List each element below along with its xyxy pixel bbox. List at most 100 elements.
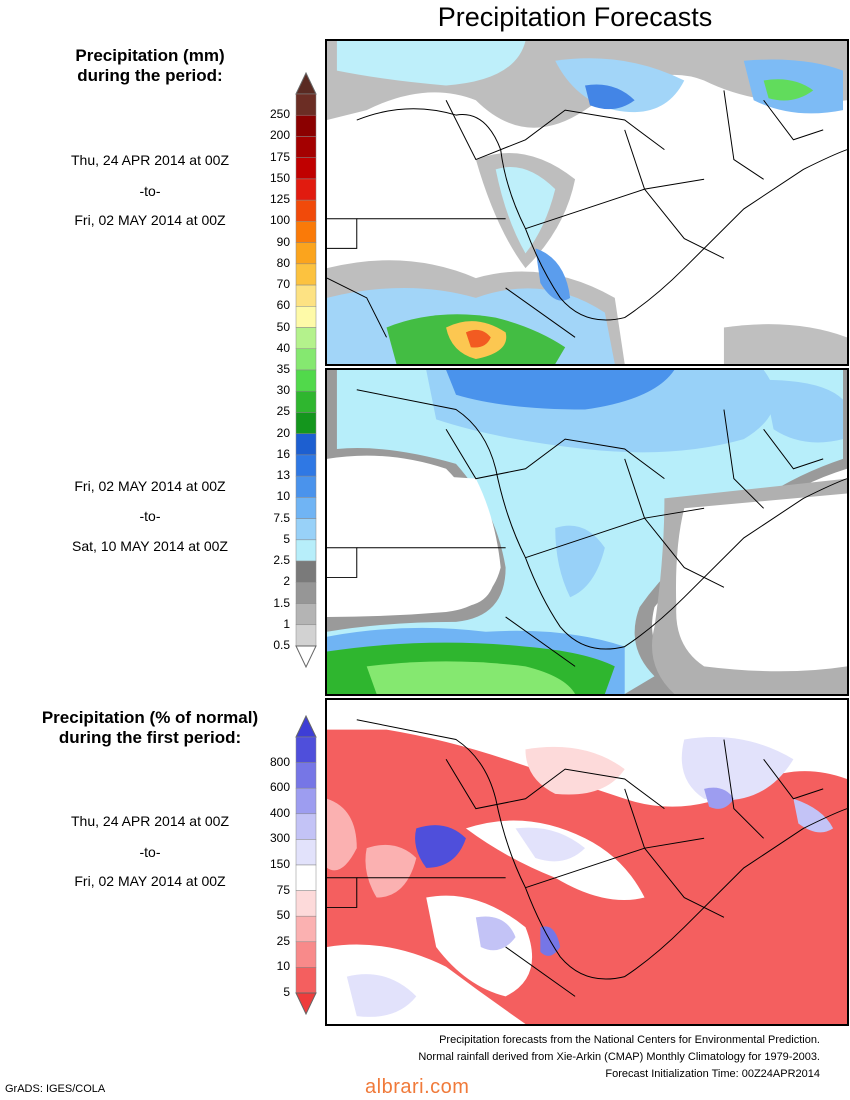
precip-map-period1 bbox=[327, 41, 847, 364]
percent-colorbar-swatch bbox=[295, 864, 317, 891]
precip-colorbar-tick-label: 50 bbox=[276, 319, 290, 334]
precip-colorbar-tick-label: 1.5 bbox=[273, 595, 290, 610]
precip-heading-line1: Precipitation (mm) bbox=[75, 46, 225, 65]
precip-colorbar-tick-label: 250 bbox=[269, 107, 290, 122]
precip-heading: Precipitation (mm) during the period: bbox=[0, 46, 300, 86]
precip-colorbar-graphic bbox=[295, 71, 317, 669]
precip-colorbar-swatch bbox=[295, 624, 317, 647]
period1-end: Fri, 02 MAY 2014 at 00Z bbox=[74, 212, 226, 228]
percent-colorbar-swatch bbox=[295, 787, 317, 815]
precip-colorbar-swatch bbox=[295, 327, 317, 350]
percent-colorbar-top-arrow bbox=[295, 714, 317, 738]
percent-map bbox=[327, 700, 847, 1024]
precip-colorbar-tick-label: 7.5 bbox=[273, 510, 290, 525]
precip-colorbar-swatch bbox=[295, 178, 317, 201]
percent-colorbar-tick-label: 800 bbox=[269, 754, 290, 769]
precip-colorbar-swatch bbox=[295, 221, 317, 243]
precip-colorbar-swatch bbox=[295, 603, 317, 626]
precip-heading-line2: during the period: bbox=[77, 66, 223, 85]
precip-colorbar-tick-label: 90 bbox=[276, 234, 290, 249]
precip-colorbar-tick-label: 60 bbox=[276, 298, 290, 313]
percent-colorbar-tick-label: 75 bbox=[276, 882, 290, 897]
precip-colorbar-tick-label: 0.5 bbox=[273, 638, 290, 652]
precip-colorbar-tick-label: 16 bbox=[276, 446, 290, 461]
precip-map-period2 bbox=[327, 370, 847, 694]
footer-line2: Normal rainfall derived from Xie-Arkin (… bbox=[418, 1051, 820, 1063]
precip-colorbar-tick-label: 125 bbox=[269, 192, 290, 207]
percent-colorbar-swatch bbox=[295, 890, 317, 917]
footer-line3: Forecast Initialization Time: 00Z24APR20… bbox=[605, 1068, 820, 1080]
precip-colorbar-bottom-arrow bbox=[295, 645, 317, 669]
precip-colorbar-tick-label: 2 bbox=[283, 574, 290, 589]
precip-colorbar-tick-label: 40 bbox=[276, 340, 290, 355]
precip-colorbar-swatch bbox=[295, 497, 317, 519]
percent-colorbar-swatch bbox=[295, 813, 317, 840]
percent-colorbar-swatch bbox=[295, 915, 317, 943]
percent-heading-line2: during the first period: bbox=[58, 728, 242, 747]
percent-colorbar-swatch bbox=[295, 839, 317, 866]
map-panel-period1 bbox=[325, 39, 849, 366]
precip-colorbar: 250 200 175 150 125 100 90 80 70 60 50 40 35 30 25 20 16… bbox=[256, 71, 320, 669]
precip-colorbar-swatch bbox=[295, 518, 317, 541]
precip-colorbar-tick-label: 175 bbox=[269, 149, 290, 164]
precip-colorbar-swatch bbox=[295, 348, 317, 371]
precip-colorbar-swatch bbox=[295, 263, 317, 286]
watermark[interactable]: albrari.com bbox=[365, 1076, 470, 1098]
period1-to: -to- bbox=[139, 183, 161, 199]
precip-colorbar-swatch bbox=[295, 539, 317, 562]
precip-colorbar-swatch bbox=[295, 369, 317, 392]
period2-to: -to- bbox=[139, 508, 161, 524]
percent-colorbar-swatch bbox=[295, 762, 317, 789]
period2-end: Sat, 10 MAY 2014 at 00Z bbox=[72, 538, 228, 554]
period3-start: Thu, 24 APR 2014 at 00Z bbox=[71, 813, 229, 829]
precip-colorbar-tick-label: 5 bbox=[283, 531, 290, 546]
percent-colorbar-swatch bbox=[295, 941, 317, 968]
precip-colorbar-tick-label: 10 bbox=[276, 489, 290, 504]
precip-colorbar-swatch bbox=[295, 390, 317, 413]
precip-colorbar-tick-label: 150 bbox=[269, 170, 290, 185]
precip-colorbar-swatch bbox=[295, 433, 317, 456]
footer-line1: Precipitation forecasts from the Nationa… bbox=[439, 1034, 820, 1046]
precip-colorbar-tick-label: 30 bbox=[276, 383, 290, 398]
precip-colorbar-swatch bbox=[295, 454, 317, 477]
map-panel-period2 bbox=[325, 368, 849, 696]
precip-colorbar-tick-label: 100 bbox=[269, 213, 290, 228]
precip-colorbar-swatch bbox=[295, 412, 317, 434]
percent-colorbar-tick-label: 50 bbox=[276, 908, 290, 923]
percent-colorbar-tick-label: 400 bbox=[269, 805, 290, 820]
precip-colorbar-swatch bbox=[295, 306, 317, 328]
page-title: Precipitation Forecasts bbox=[437, 2, 713, 32]
precip-colorbar-tick-label: 80 bbox=[276, 255, 290, 270]
period3-end: Fri, 02 MAY 2014 at 00Z bbox=[74, 873, 226, 889]
precip-colorbar-swatch bbox=[295, 582, 317, 604]
precip-colorbar-swatch bbox=[295, 560, 317, 583]
precip-colorbar-tick-label: 70 bbox=[276, 277, 290, 292]
precip-colorbar-swatch bbox=[295, 199, 317, 222]
period1-start: Thu, 24 APR 2014 at 00Z bbox=[71, 152, 229, 168]
precip-colorbar-swatch bbox=[295, 114, 317, 137]
precip-colorbar-swatch bbox=[295, 93, 317, 116]
period2-start: Fri, 02 MAY 2014 at 00Z bbox=[74, 478, 226, 494]
percent-colorbar-tick-label: 25 bbox=[276, 933, 290, 948]
percent-colorbar-graphic bbox=[295, 714, 317, 1016]
precip-colorbar-swatch bbox=[295, 136, 317, 158]
precip-colorbar-tick-label: 2.5 bbox=[273, 553, 290, 568]
precip-colorbar-swatch bbox=[295, 242, 317, 265]
percent-colorbar-swatch bbox=[295, 736, 317, 763]
precip-colorbar-tick-label: 25 bbox=[276, 404, 290, 419]
precip-colorbar-tick-label: 20 bbox=[276, 425, 290, 440]
percent-colorbar-swatch bbox=[295, 967, 317, 994]
precip-colorbar-top-arrow bbox=[295, 71, 317, 95]
grads-credit: GrADS: IGES/COLA bbox=[5, 1083, 106, 1095]
precip-colorbar-tick-label: 1 bbox=[283, 616, 290, 631]
percent-colorbar-tick-label: 300 bbox=[269, 831, 290, 846]
precip-colorbar-tick-label: 35 bbox=[276, 362, 290, 376]
percent-heading-line1: Precipitation (% of normal) bbox=[41, 708, 259, 727]
percent-heading: Precipitation (% of normal) during the f… bbox=[0, 708, 300, 748]
precip-colorbar-swatch bbox=[295, 475, 317, 498]
percent-colorbar-tick-label: 5 bbox=[283, 985, 290, 999]
precip-colorbar-tick-label: 13 bbox=[276, 468, 290, 483]
percent-colorbar: 800 600 400 300 150 75 50 25 10 5 bbox=[256, 714, 320, 1016]
precip-colorbar-tick-label: 200 bbox=[269, 128, 290, 143]
percent-colorbar-tick-label: 150 bbox=[269, 857, 290, 871]
